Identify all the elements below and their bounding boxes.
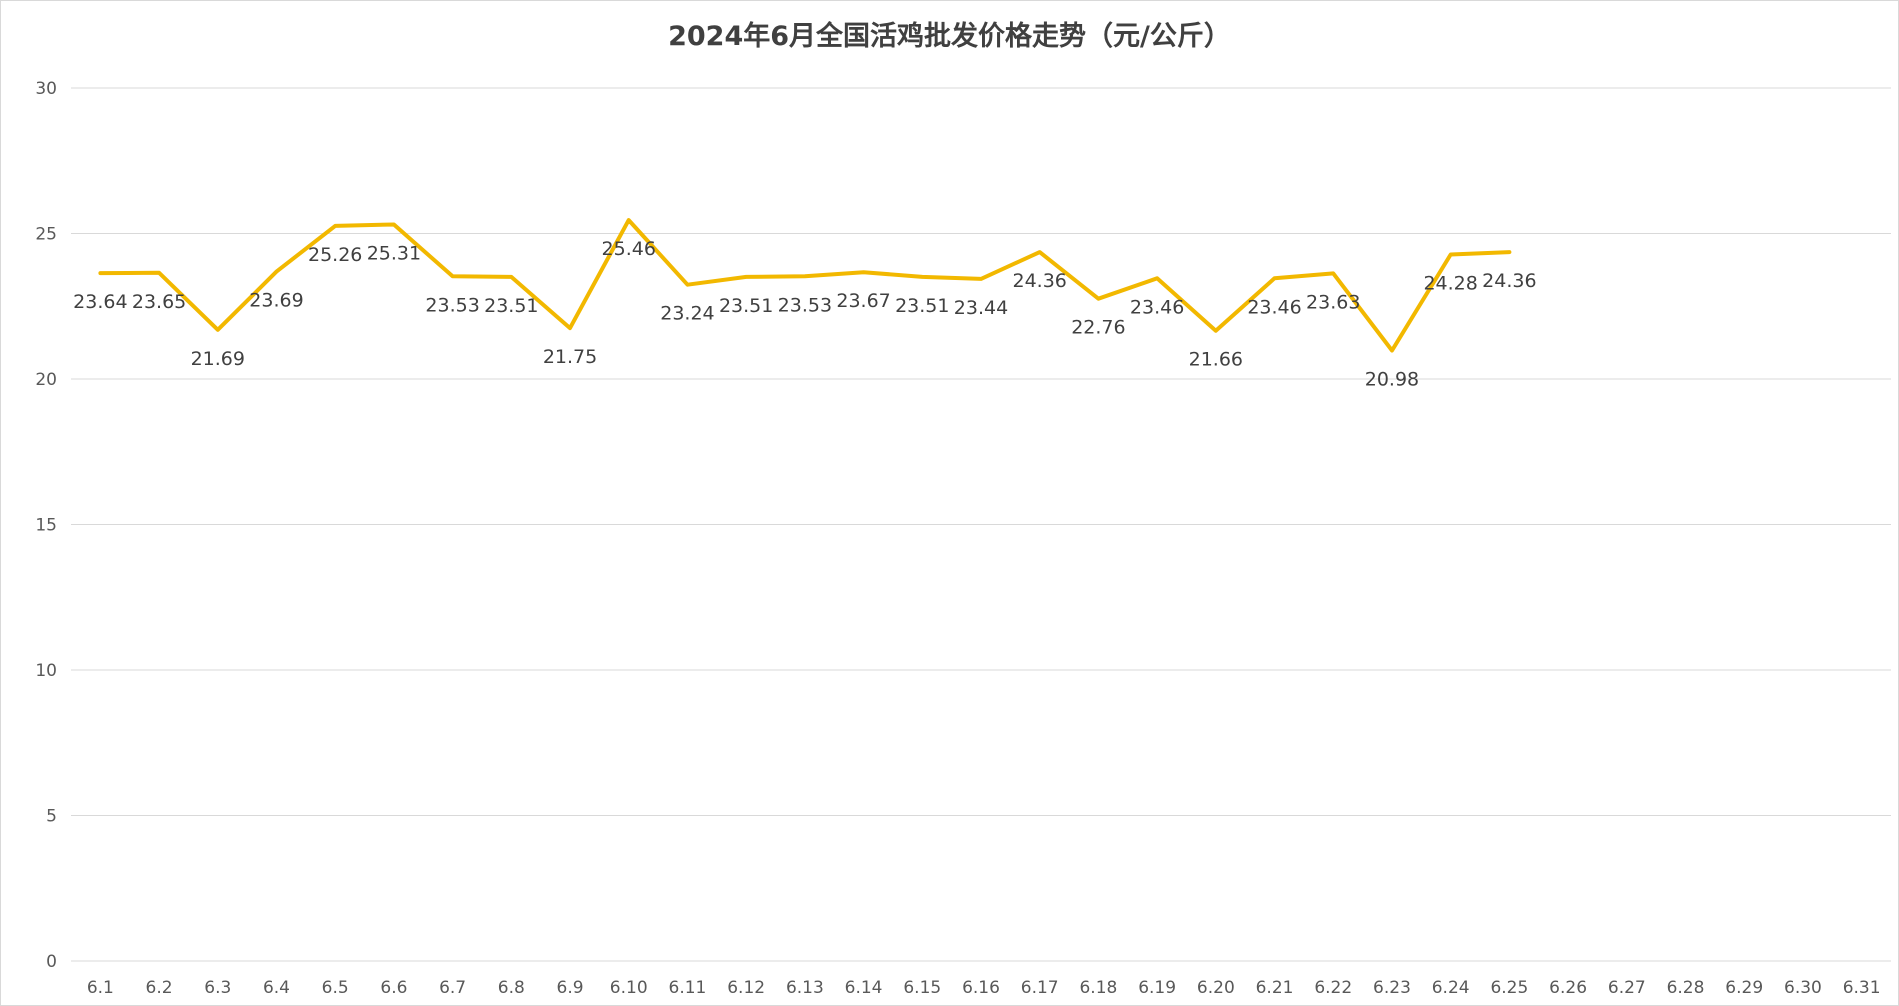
data-label: 25.26 [308, 244, 362, 266]
data-label: 23.51 [484, 295, 538, 317]
y-tick-label: 20 [35, 370, 57, 390]
y-tick-label: 15 [35, 516, 57, 536]
data-label: 23.44 [954, 297, 1008, 319]
data-label: 22.76 [1071, 317, 1125, 339]
x-tick-label: 6.29 [1725, 978, 1763, 998]
x-tick-label: 6.7 [439, 978, 466, 998]
x-tick-label: 6.4 [263, 978, 290, 998]
x-tick-label: 6.18 [1079, 978, 1117, 998]
x-tick-label: 6.3 [204, 978, 231, 998]
y-tick-label: 5 [46, 807, 57, 827]
x-tick-label: 6.22 [1314, 978, 1352, 998]
x-tick-label: 6.5 [322, 978, 349, 998]
series-layer [98, 218, 1512, 353]
data-label: 23.53 [778, 294, 832, 316]
x-tick-label: 6.28 [1667, 978, 1705, 998]
x-tick-label: 6.19 [1138, 978, 1176, 998]
x-tick-label: 6.14 [845, 978, 883, 998]
data-label: 24.36 [1013, 270, 1067, 292]
data-label: 23.51 [895, 295, 949, 317]
x-tick-label: 6.23 [1373, 978, 1411, 998]
grid-lines [71, 87, 1891, 816]
data-label: 23.46 [1130, 296, 1184, 318]
data-label: 21.75 [543, 346, 597, 368]
data-label: 25.46 [602, 238, 656, 260]
x-tick-label: 6.12 [727, 978, 765, 998]
x-tick-label: 6.17 [1021, 978, 1059, 998]
data-label: 20.98 [1365, 368, 1419, 390]
data-label: 23.46 [1247, 296, 1301, 318]
data-label: 21.66 [1189, 349, 1243, 371]
axes: 0 5 10 15 20 25 30 6.1 6.2 6.3 6.4 6.5 6.6 6.7 6.8 6.9 6… [35, 79, 1891, 998]
data-label: 24.28 [1423, 272, 1477, 294]
x-tick-label: 6.26 [1549, 978, 1587, 998]
x-tick-label: 6.1 [87, 978, 114, 998]
x-tick-label: 6.10 [610, 978, 648, 998]
x-tick-label: 6.27 [1608, 978, 1646, 998]
data-label: 23.63 [1306, 291, 1360, 313]
y-tick-label: 30 [35, 79, 57, 99]
y-tick-label: 10 [35, 661, 57, 681]
chart-title: 2024年6月全国活鸡批发价格走势（元/公斤） [668, 20, 1231, 52]
x-tick-label: 6.31 [1843, 978, 1881, 998]
data-label: 23.67 [836, 290, 890, 312]
x-tick-label: 6.21 [1256, 978, 1294, 998]
data-label: 23.24 [660, 303, 714, 325]
data-label: 24.36 [1482, 270, 1536, 292]
data-label: 23.69 [249, 290, 303, 312]
x-tick-label: 6.9 [557, 978, 584, 998]
x-tick-label: 6.24 [1432, 978, 1470, 998]
data-label: 23.53 [425, 294, 479, 316]
data-label: 25.31 [367, 242, 421, 264]
x-tick-label: 6.20 [1197, 978, 1235, 998]
x-tick-label: 6.15 [903, 978, 941, 998]
data-label: 23.51 [719, 295, 773, 317]
data-label: 21.69 [191, 348, 245, 370]
x-tick-label: 6.25 [1490, 978, 1528, 998]
data-label: 23.65 [132, 291, 186, 313]
x-tick-label: 6.2 [146, 978, 173, 998]
x-tick-label: 6.30 [1784, 978, 1822, 998]
x-tick-label: 6.16 [962, 978, 1000, 998]
x-tick-label: 6.11 [669, 978, 707, 998]
data-label: 23.64 [73, 291, 127, 313]
x-tick-label: 6.13 [786, 978, 824, 998]
y-tick-label: 25 [35, 225, 57, 245]
series-line-0 [98, 218, 1512, 353]
x-tick-label: 6.8 [498, 978, 525, 998]
x-tick-label: 6.6 [380, 978, 407, 998]
y-tick-label: 0 [46, 952, 57, 972]
